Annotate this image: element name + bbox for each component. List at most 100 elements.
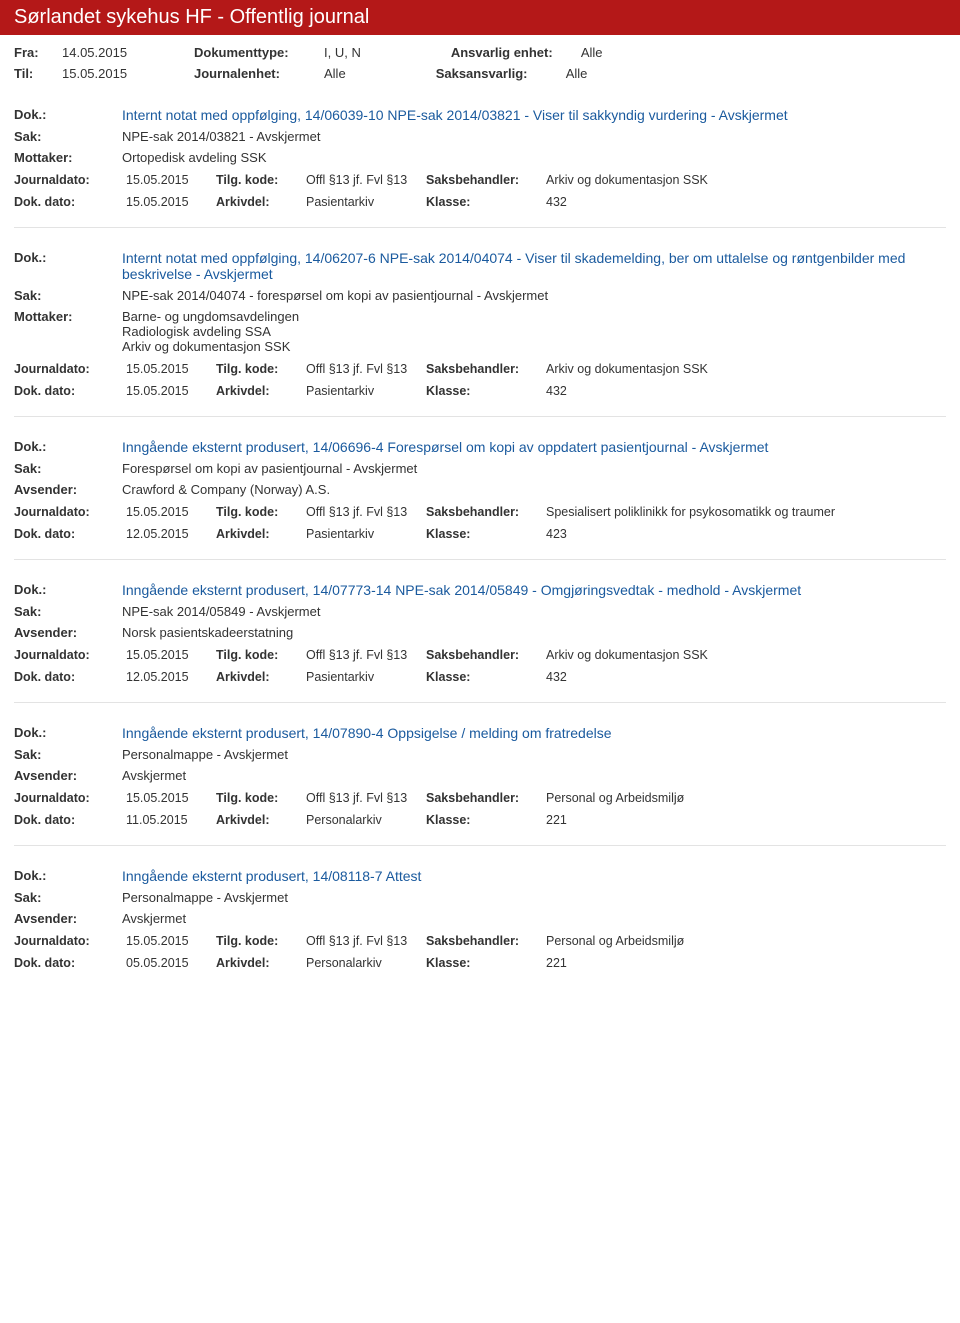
entry-journaldato: 15.05.2015 [126,505,216,519]
entry-tilgkode-label: Tilg. kode: [216,362,306,376]
entry-sak: Forespørsel om kopi av pasientjournal - … [122,461,946,476]
entry-saksbehandler-label: Saksbehandler: [426,362,546,376]
entry-arkivdel-label: Arkivdel: [216,195,306,209]
entry-tilgkode: Offl §13 jf. Fvl §13 [306,648,426,662]
meta-ansvarlig-label: Ansvarlig enhet: [451,45,571,60]
entry-party-label: Avsender: [14,768,122,783]
meta-fra-label: Fra: [14,45,54,60]
entry-sak-label: Sak: [14,747,122,762]
entry-dokdato-label: Dok. dato: [14,384,126,398]
entry-sak: Personalmappe - Avskjermet [122,747,946,762]
entry-saksbehandler: Arkiv og dokumentasjon SSK [546,173,946,187]
entry-sak: NPE-sak 2014/04074 - forespørsel om kopi… [122,288,946,303]
meta-block: Fra: 14.05.2015 Til: 15.05.2015 Dokument… [0,35,960,85]
entry-journaldato: 15.05.2015 [126,173,216,187]
entry-sak-label: Sak: [14,890,122,905]
entry-dokdato: 12.05.2015 [126,527,216,541]
meta-saksansvarlig-val: Alle [566,66,588,81]
entry-title: Inngående eksternt produsert, 14/08118-7… [122,868,946,884]
entry-saksbehandler: Arkiv og dokumentasjon SSK [546,362,946,376]
entry-party: Avskjermet [122,768,946,783]
entry-tilgkode: Offl §13 jf. Fvl §13 [306,791,426,805]
meta-journalenhet-val: Alle [324,66,346,81]
entry-tilgkode: Offl §13 jf. Fvl §13 [306,934,426,948]
entry-dok-label: Dok.: [14,582,122,597]
entry-klasse-label: Klasse: [426,527,546,541]
entry-journaldato: 15.05.2015 [126,362,216,376]
entry-klasse: 221 [546,813,946,827]
entry-sak: NPE-sak 2014/03821 - Avskjermet [122,129,946,144]
entry-sak: Personalmappe - Avskjermet [122,890,946,905]
entry-klasse-label: Klasse: [426,384,546,398]
page: Sørlandet sykehus HF - Offentlig journal… [0,0,960,988]
meta-ansvarlig-val: Alle [581,45,603,60]
entry-party-line: Ortopedisk avdeling SSK [122,150,946,165]
entry-dokdato: 15.05.2015 [126,384,216,398]
entry-party: Crawford & Company (Norway) A.S. [122,482,946,497]
entry-party: Barne- og ungdomsavdelingenRadiologisk a… [122,309,946,354]
entry-tilgkode: Offl §13 jf. Fvl §13 [306,505,426,519]
entry-arkivdel: Pasientarkiv [306,527,426,541]
entry-party: Norsk pasientskadeerstatning [122,625,946,640]
entry-journaldato-label: Journaldato: [14,648,126,662]
entry-dok-label: Dok.: [14,868,122,883]
entry-dokdato: 12.05.2015 [126,670,216,684]
entry-tilgkode: Offl §13 jf. Fvl §13 [306,173,426,187]
entry-dokdato-label: Dok. dato: [14,813,126,827]
entry-sak: NPE-sak 2014/05849 - Avskjermet [122,604,946,619]
entry-dokdato: 11.05.2015 [126,813,216,827]
entry-saksbehandler: Personal og Arbeidsmiljø [546,791,946,805]
journal-entry: Dok.: Inngående eksternt produsert, 14/0… [14,725,946,846]
entry-klasse-label: Klasse: [426,956,546,970]
entry-dok-label: Dok.: [14,725,122,740]
entry-arkivdel-label: Arkivdel: [216,670,306,684]
entry-saksbehandler-label: Saksbehandler: [426,173,546,187]
meta-saksansvarlig-label: Saksansvarlig: [436,66,556,81]
entry-tilgkode-label: Tilg. kode: [216,791,306,805]
entries-container: Dok.: Internt notat med oppfølging, 14/0… [0,107,960,988]
entry-klasse-label: Klasse: [426,670,546,684]
entry-dokdato-label: Dok. dato: [14,527,126,541]
entry-party: Ortopedisk avdeling SSK [122,150,946,165]
entry-klasse: 221 [546,956,946,970]
entry-party-label: Avsender: [14,911,122,926]
entry-party-label: Mottaker: [14,150,122,165]
entry-dokdato-label: Dok. dato: [14,195,126,209]
entry-dok-label: Dok.: [14,250,122,265]
entry-klasse-label: Klasse: [426,813,546,827]
entry-journaldato-label: Journaldato: [14,505,126,519]
entry-saksbehandler-label: Saksbehandler: [426,648,546,662]
entry-party: Avskjermet [122,911,946,926]
entry-party-line: Arkiv og dokumentasjon SSK [122,339,946,354]
entry-dokdato-label: Dok. dato: [14,956,126,970]
meta-til-label: Til: [14,66,54,81]
entry-tilgkode: Offl §13 jf. Fvl §13 [306,362,426,376]
entry-arkivdel: Personalarkiv [306,956,426,970]
entry-party-label: Avsender: [14,625,122,640]
entry-arkivdel: Pasientarkiv [306,384,426,398]
entry-arkivdel: Personalarkiv [306,813,426,827]
entry-journaldato: 15.05.2015 [126,648,216,662]
journal-entry: Dok.: Inngående eksternt produsert, 14/0… [14,582,946,703]
entry-arkivdel: Pasientarkiv [306,195,426,209]
header-bar: Sørlandet sykehus HF - Offentlig journal [0,0,960,35]
entry-saksbehandler: Personal og Arbeidsmiljø [546,934,946,948]
meta-til-val: 15.05.2015 [62,66,127,81]
entry-journaldato-label: Journaldato: [14,362,126,376]
entry-arkivdel-label: Arkivdel: [216,956,306,970]
entry-klasse-label: Klasse: [426,195,546,209]
meta-doktype-label: Dokumenttype: [194,45,314,60]
entry-tilgkode-label: Tilg. kode: [216,934,306,948]
entry-sak-label: Sak: [14,129,122,144]
entry-dokdato: 15.05.2015 [126,195,216,209]
entry-title: Internt notat med oppfølging, 14/06039-1… [122,107,946,123]
entry-arkivdel-label: Arkivdel: [216,384,306,398]
entry-title: Inngående eksternt produsert, 14/07773-1… [122,582,946,598]
entry-tilgkode-label: Tilg. kode: [216,173,306,187]
entry-tilgkode-label: Tilg. kode: [216,505,306,519]
entry-dokdato: 05.05.2015 [126,956,216,970]
journal-entry: Dok.: Inngående eksternt produsert, 14/0… [14,868,946,988]
entry-journaldato-label: Journaldato: [14,791,126,805]
entry-klasse: 432 [546,670,946,684]
entry-saksbehandler: Spesialisert poliklinikk for psykosomati… [546,505,946,519]
